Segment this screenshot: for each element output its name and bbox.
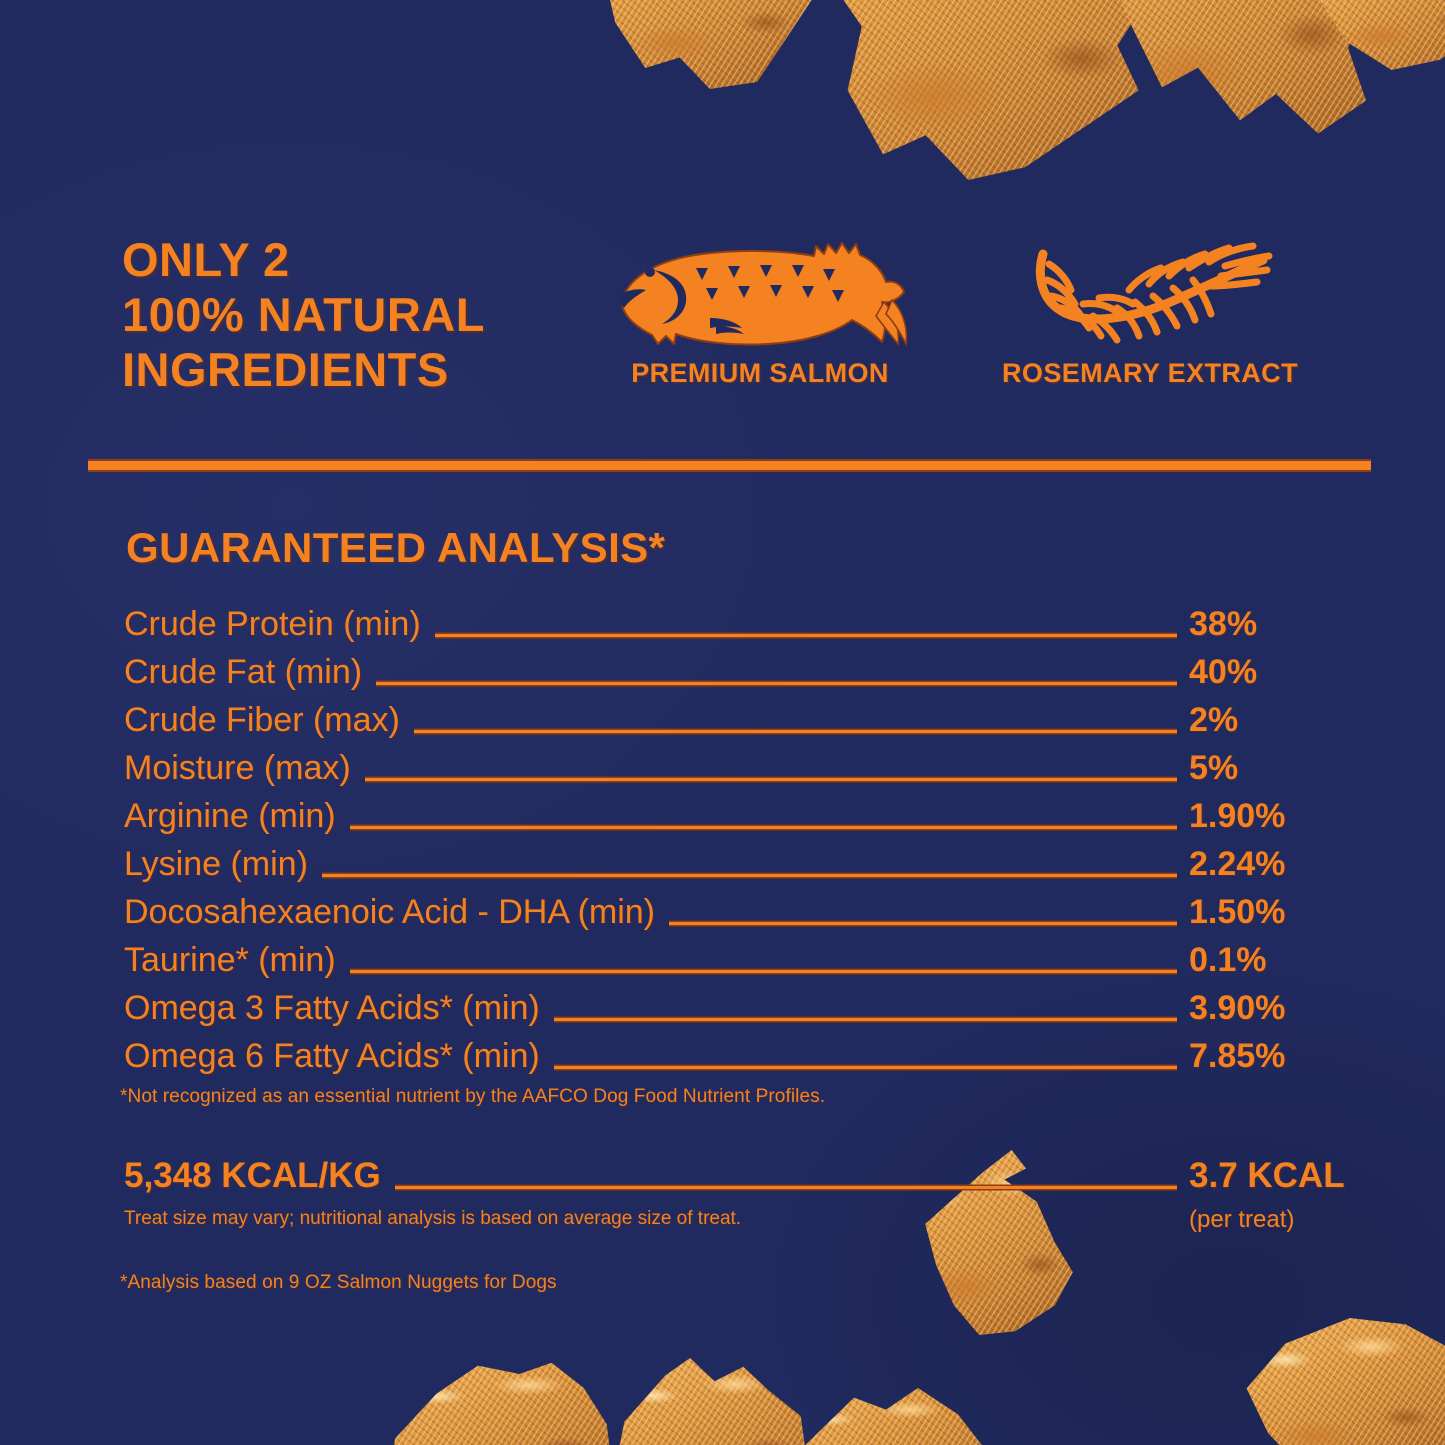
salmon-nugget-top-left [602,0,813,89]
leader-line [413,730,1178,733]
salmon-nugget-bottom-left [386,1362,616,1445]
table-row: Crude Fat (min) 40% [124,653,1339,701]
ingredient-rosemary-extract: ROSEMARY EXTRACT [955,240,1345,389]
analysis-label: Omega 3 Fatty Acids* (min) [124,989,540,1027]
calorie-row: 5,348 KCAL/KG 3.7 KCAL [124,1156,1345,1196]
salmon-nugget-top-center [826,0,1146,180]
analysis-label: Moisture (max) [124,749,351,787]
analysis-label: Taurine* (min) [124,941,336,979]
nugget-texture [602,0,813,89]
analysis-label: Arginine (min) [124,797,336,835]
table-row: Lysine (min) 2.24% [124,845,1339,893]
salmon-nugget-bottom-center [608,1358,813,1445]
analysis-label: Crude Protein (min) [124,605,421,643]
guaranteed-analysis-table: Crude Protein (min) 38% Crude Fat (min) … [124,605,1339,1085]
analysis-value: 0.1% [1189,941,1267,979]
section-divider [88,461,1371,470]
leader-line [394,1186,1178,1189]
nugget-texture [786,1388,986,1445]
nugget-texture [386,1362,616,1445]
nugget-texture [608,1358,813,1445]
rosemary-sprig-icon [955,240,1345,358]
ingredient-premium-salmon: PREMIUM SALMON [570,240,950,389]
per-treat-label: (per treat) [1189,1206,1295,1233]
headline-line-3: INGREDIENTS [122,343,449,396]
analysis-value: 40% [1189,653,1258,691]
analysis-label: Lysine (min) [124,845,308,883]
leader-line [376,682,1177,685]
analysis-label: Crude Fiber (max) [124,701,400,739]
calories-per-kg: 5,348 KCAL/KG [124,1156,381,1195]
headline-block: ONLY 2 100% NATURAL INGREDIENTS [122,232,592,397]
leader-line [553,1018,1178,1021]
analysis-value: 3.90% [1189,989,1286,1027]
nugget-texture [826,0,1146,180]
analysis-value: 2.24% [1189,845,1286,883]
table-row: Arginine (min) 1.90% [124,797,1339,845]
leader-line [434,634,1178,637]
table-row: Crude Protein (min) 38% [124,605,1339,653]
analysis-value: 2% [1189,701,1239,739]
table-row: Moisture (max) 5% [124,749,1339,797]
leader-line [669,922,1177,925]
ingredient-label: ROSEMARY EXTRACT [1002,358,1298,388]
nugget-texture [1246,1318,1445,1445]
table-row: Crude Fiber (max) 2% [124,701,1339,749]
table-row: Omega 3 Fatty Acids* (min) 3.90% [124,989,1339,1037]
analysis-value: 1.90% [1189,797,1286,835]
leader-line [349,826,1178,829]
calories-per-treat: 3.7 KCAL [1189,1156,1345,1195]
aafco-footnote: *Not recognized as an essential nutrient… [120,1086,826,1107]
headline-line-1: ONLY 2 [122,233,290,286]
salmon-nugget-bottom-far-right [1246,1318,1445,1445]
analysis-basis-footnote: *Analysis based on 9 OZ Salmon Nuggets f… [120,1272,557,1293]
leader-line [349,970,1178,973]
analysis-label: Omega 6 Fatty Acids* (min) [124,1037,540,1075]
salmon-nugget-bottom-right [786,1388,986,1445]
leader-line [321,874,1178,877]
calorie-content-block: 5,348 KCAL/KG 3.7 KCAL Treat size may va… [124,1156,1345,1233]
analysis-value: 1.50% [1189,893,1286,931]
guaranteed-analysis-title: GUARANTEED ANALYSIS* [126,524,666,571]
table-row: Taurine* (min) 0.1% [124,941,1339,989]
table-row: Omega 6 Fatty Acids* (min) 7.85% [124,1037,1339,1085]
leader-line [553,1066,1178,1069]
analysis-value: 5% [1189,749,1239,787]
treat-size-note: Treat size may vary; nutritional analysi… [124,1208,742,1229]
ingredient-label: PREMIUM SALMON [631,358,889,388]
analysis-value: 7.85% [1189,1037,1286,1075]
leader-line [364,778,1178,781]
analysis-label: Docosahexaenoic Acid - DHA (min) [124,893,656,931]
analysis-value: 38% [1189,605,1258,643]
analysis-label: Crude Fat (min) [124,653,363,691]
headline-line-2: 100% NATURAL [122,288,485,341]
table-row: Docosahexaenoic Acid - DHA (min) 1.50% [124,893,1339,941]
fish-icon [570,240,950,358]
